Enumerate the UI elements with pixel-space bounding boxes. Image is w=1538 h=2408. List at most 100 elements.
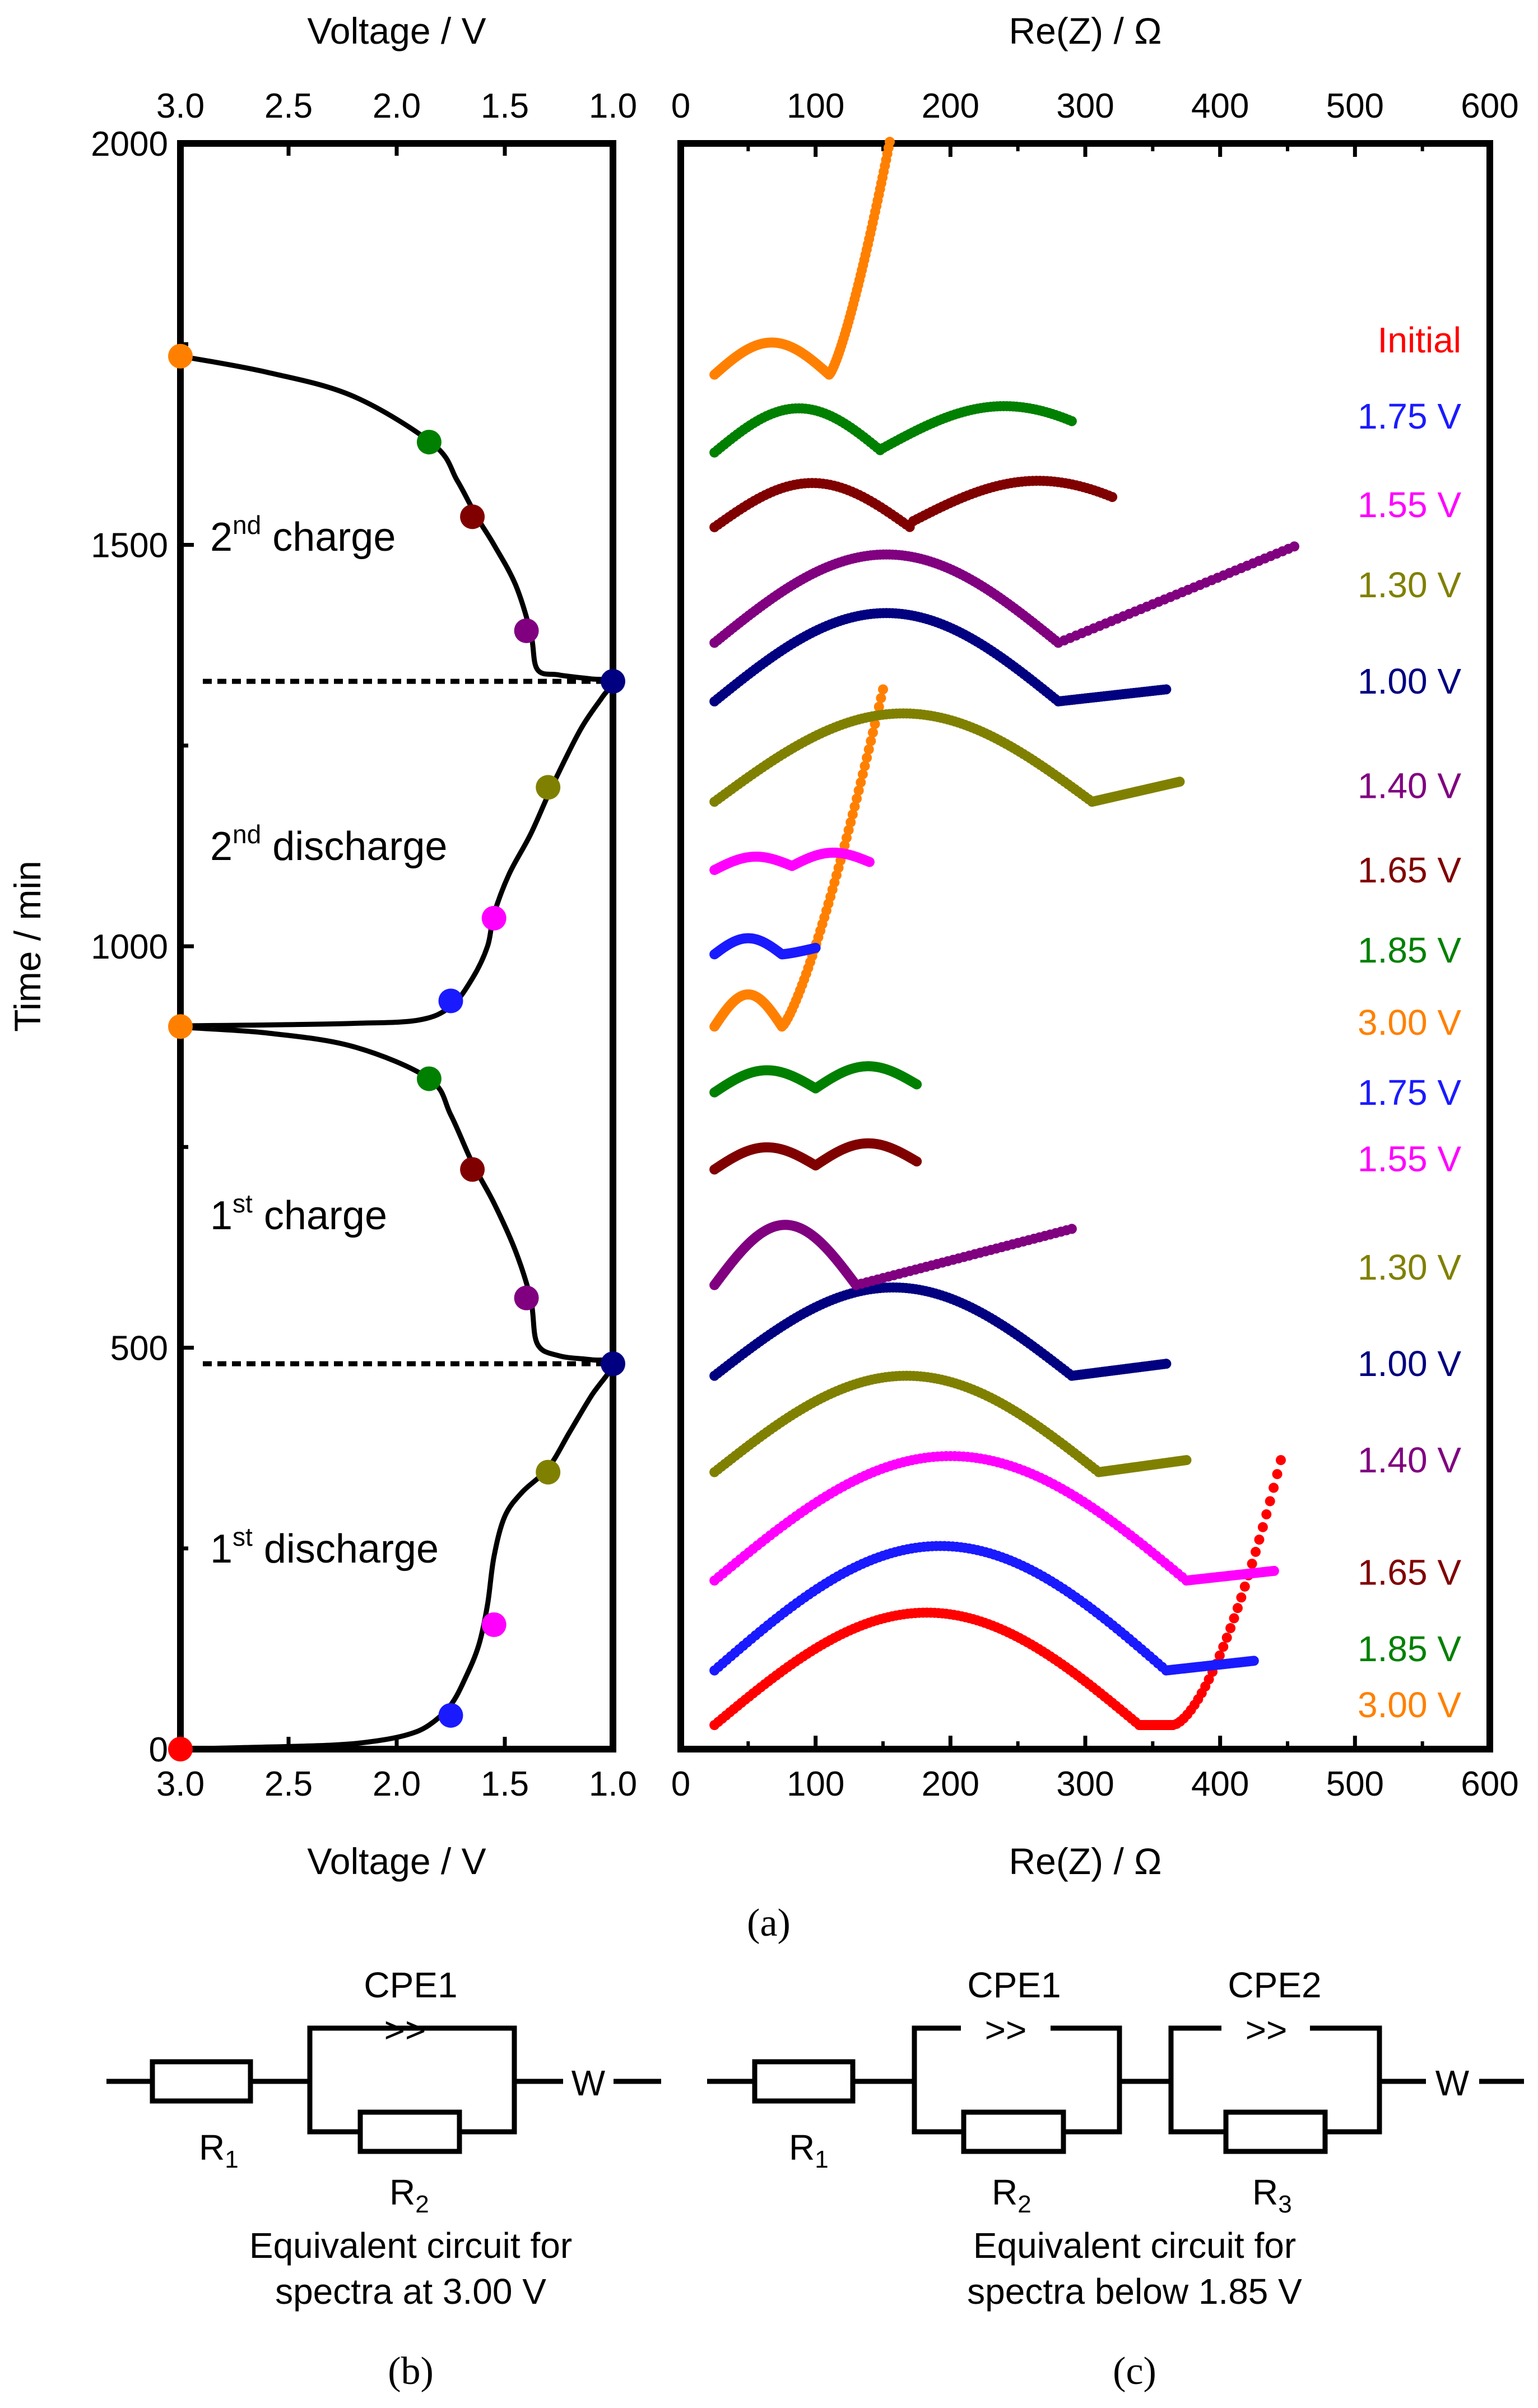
spectrum-point [1204,1674,1214,1685]
spectrum-point [856,777,866,788]
voltage-point [416,430,442,455]
step-label-ordinal: nd [233,510,261,540]
right-bottom-tick-label: 0 [671,1765,690,1803]
spectrum-voltage-label: Initial [1378,320,1461,360]
spectrum-voltage-label: 1.75 V [1358,396,1461,436]
right-plot-ticks: 0 0 100 100 200 200 300 300 400 400 500 500 600 600 [671,87,1519,1803]
spectrum-series [709,1220,1077,1290]
right-plot: 0 0 100 100 200 200 300 300 400 400 500 500 600 600 I… [671,10,1519,1882]
right-top-tick-label: 0 [671,87,690,125]
circuit-c-cpe2-label: CPE2 [1228,1965,1321,2005]
spectrum-series [709,708,1185,807]
circuit-c-r1-letter: R [789,2127,815,2168]
spectrum-series [709,476,1118,532]
spectrum-series [709,137,895,380]
left-y-tick-label: 2000 [91,125,168,164]
spectrum-series [709,1370,1192,1477]
voltage-point [438,1703,463,1728]
spectrum-point [1236,1592,1247,1603]
circuit-b-resistor-r1 [150,2059,253,2104]
left-plot: 3.0 3.0 2.5 2.5 2.0 2.0 1.5 1.5 1.0 1.0 0 500 1000 15… [7,10,637,1882]
spectrum-point [1268,1565,1279,1576]
circuit-c-r1-sub: 1 [815,2146,828,2173]
circuit-c-parallel1-right [1051,2025,1122,2135]
spectrum-voltage-label: 1.55 V [1358,1139,1461,1179]
circuit-b-cpe-glyph: >> [384,2010,426,2050]
spectrum-point [863,744,874,755]
left-y-tick-label: 1500 [91,527,168,565]
right-bottom-xlabel: Re(Z) / Ω [1009,1840,1162,1882]
circuit-b-parallel-right [441,2025,517,2135]
circuit-b-r1-label: R1 [199,2127,239,2173]
spectrum-point [1066,416,1077,426]
spectrum-series [709,847,875,875]
spectrum-series [709,1138,922,1175]
spectrum-point [847,809,858,820]
left-top-tick-label: 1.0 [589,87,637,125]
spectrum-voltage-label: 1.65 V [1358,1552,1461,1593]
spectrum-point [912,1079,922,1090]
step-label-text: charge [253,1193,387,1238]
spectrum-voltage-label: 1.00 V [1358,661,1461,701]
spectrum-series [709,401,1077,458]
spectrum-voltage-label: 1.30 V [1358,565,1461,605]
step-label-number: 2 [210,824,233,869]
voltage-point [514,1285,539,1310]
right-top-tick-label: 400 [1191,87,1249,125]
left-top-xlabel: Voltage / V [307,10,486,52]
spectrum-point [862,752,872,763]
right-bottom-tick-label: 200 [922,1765,979,1803]
right-bottom-tick-label: 600 [1461,1765,1518,1803]
circuit-c-r3-letter: R [1252,2172,1278,2212]
spectrum-point [1275,1455,1286,1466]
right-top-tick-label: 300 [1056,87,1114,125]
spectrum-point [876,693,886,704]
spectrum-series [709,1451,1279,1586]
step-label-text: discharge [261,824,447,869]
circuit-c-r2-sub: 2 [1017,2191,1031,2218]
left-bottom-tick-label: 1.0 [589,1765,637,1803]
circuit-b-parallel-left [307,2025,360,2135]
circuit-b-resistor-r2 [357,2109,462,2154]
left-bottom-tick-label: 2.0 [373,1765,421,1803]
spectrum-point [1239,1581,1250,1592]
spectrum-series [709,1282,1172,1381]
left-bottom-xlabel: Voltage / V [307,1840,486,1882]
circuit-c-caption-2: spectra below 1.85 V [967,2271,1302,2312]
voltage-point [168,1014,193,1039]
left-top-tick-label: 3.0 [156,87,205,125]
spectrum-series [709,1061,922,1098]
left-bottom-tick-label: 2.5 [264,1765,313,1803]
spectrum-point [843,825,854,835]
spectrum-series [709,1541,1259,1676]
voltage-point [481,905,507,931]
voltage-point [168,343,193,369]
spectrum-point [810,942,821,953]
spectrum-point [1248,1656,1259,1666]
voltage-point [168,1737,193,1761]
circuit-c-cpe2-glyph: >> [1246,2010,1288,2050]
right-bottom-tick-label: 100 [787,1765,844,1803]
spectrum-point [1214,1650,1225,1661]
step-label-ordinal: st [233,1189,253,1218]
spectrum-point [1265,1496,1275,1507]
left-y-tick-label: 1000 [91,928,168,966]
step-label-ordinal: st [233,1522,253,1551]
spectrum-voltage-label: 1.30 V [1358,1247,1461,1287]
circuit-c-r2-letter: R [992,2172,1017,2212]
spectrum-voltage-label: 1.85 V [1358,1629,1461,1669]
circuit-b-cpe-label: CPE1 [364,1965,457,2005]
voltage-point [416,1066,442,1091]
left-y-tick-label: 500 [110,1329,168,1368]
spectrum-voltage-label: 1.85 V [1358,930,1461,970]
spectrum-point [1221,1633,1232,1643]
voltage-point [601,1351,625,1377]
step-label: 2nd charge [210,510,396,560]
circuit-c-parallel2-left [1168,2025,1226,2135]
spectrum-point [1272,1469,1283,1480]
voltage-point [438,988,463,1014]
circuit-c-r2-label: R2 [992,2172,1031,2218]
right-bottom-tick-label: 300 [1056,1765,1114,1803]
spectrum-point [842,833,852,843]
